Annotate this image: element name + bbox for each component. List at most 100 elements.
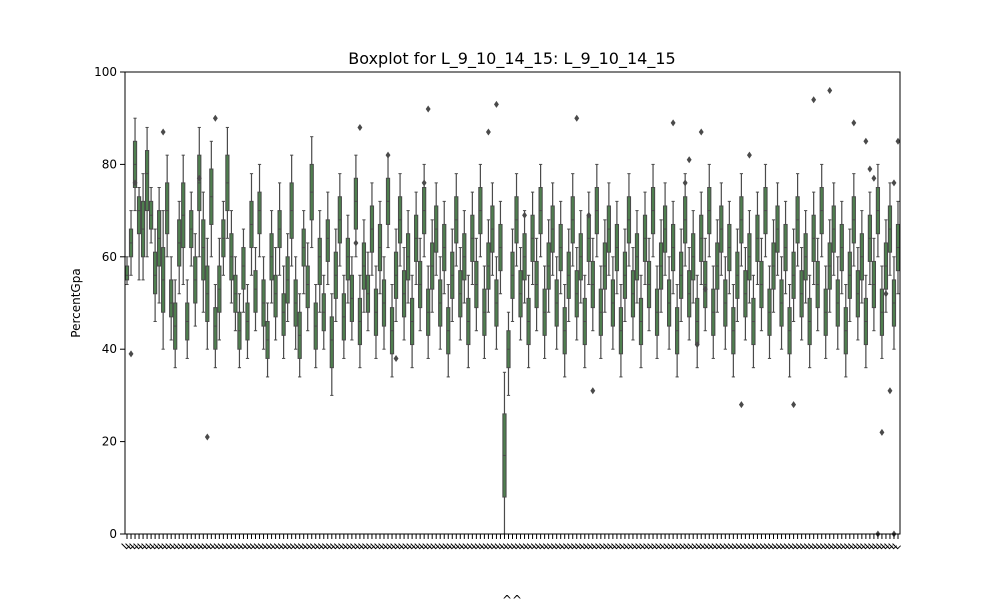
box-69 [401, 247, 407, 341]
box-118 [598, 265, 603, 359]
box-134 [662, 182, 668, 276]
box-59 [361, 219, 367, 313]
box-163 [779, 256, 784, 350]
box-117 [594, 163, 599, 258]
box-86 [470, 191, 475, 286]
outlier-point [883, 290, 889, 298]
box-5 [144, 126, 150, 258]
box-177 [835, 256, 840, 350]
box-140 [687, 247, 692, 341]
box-13 [177, 200, 182, 295]
box-46 [309, 136, 314, 249]
box-156 [751, 274, 756, 369]
box-4 [140, 173, 146, 281]
outlier-point [738, 401, 744, 409]
box-52 [333, 228, 338, 322]
box-148 [719, 182, 724, 276]
box-152 [735, 228, 740, 322]
box-139 [683, 173, 688, 267]
box-iqr [241, 247, 246, 290]
box-165 [787, 284, 792, 378]
box-73 [418, 237, 423, 332]
outlier-point [590, 387, 596, 395]
box-iqr [281, 293, 286, 336]
box-115 [586, 191, 591, 286]
box-17 [193, 233, 198, 327]
box-19 [201, 191, 206, 313]
box-39 [281, 265, 286, 359]
box-166 [791, 228, 796, 322]
outlier-point [827, 86, 833, 94]
box-51 [329, 293, 334, 396]
box-144 [703, 237, 708, 332]
box-143 [699, 191, 704, 286]
box-78 [438, 256, 443, 350]
outlier-point [682, 179, 688, 187]
box-161 [771, 219, 776, 313]
box-87 [474, 237, 479, 332]
box-185 [867, 191, 872, 286]
box-31 [249, 173, 254, 276]
box-184 [863, 274, 868, 369]
box-113 [578, 210, 583, 304]
box-68 [397, 173, 403, 267]
box-14 [181, 154, 186, 286]
box-170 [807, 274, 812, 369]
box-iqr [213, 307, 218, 350]
outlier-point [670, 119, 676, 127]
box-92 [494, 256, 499, 350]
box-120 [606, 182, 611, 276]
box-20 [205, 237, 210, 350]
box-95 [506, 311, 511, 396]
box-30 [245, 284, 250, 359]
box-102 [534, 237, 539, 332]
box-88 [478, 163, 483, 258]
box-11 [169, 256, 174, 341]
box-90 [486, 219, 491, 313]
box-32 [253, 247, 258, 332]
box-37 [273, 247, 278, 341]
box-122 [614, 200, 620, 295]
box-63 [377, 200, 383, 295]
box-3 [136, 187, 142, 281]
box-133 [658, 219, 664, 313]
box-iqr [329, 316, 334, 369]
box-159 [763, 163, 768, 258]
box-89 [482, 265, 487, 359]
box-190 [887, 182, 893, 276]
box-36 [269, 210, 274, 304]
box-iqr [144, 150, 150, 212]
box-15 [185, 279, 190, 359]
box-50 [325, 191, 330, 286]
outlier-point [851, 119, 857, 127]
box-67 [393, 228, 399, 322]
outlier-point [871, 174, 877, 182]
outlier-point [421, 179, 427, 187]
outlier-point [212, 114, 218, 122]
box-125 [626, 173, 632, 267]
box-81 [450, 228, 455, 322]
box-27 [233, 256, 238, 332]
box-iqr [257, 191, 262, 235]
box-103 [538, 163, 543, 258]
box-171 [811, 191, 816, 286]
box-iqr [153, 251, 158, 295]
box-96 [510, 228, 515, 322]
box-21 [209, 140, 214, 258]
box-154 [743, 247, 748, 341]
box-iqr [201, 219, 206, 281]
box-35 [265, 302, 270, 378]
box-119 [602, 219, 607, 313]
box-129 [642, 191, 648, 286]
box-iqr [253, 270, 258, 313]
box-186 [871, 237, 877, 332]
box-83 [458, 247, 463, 341]
box-43 [297, 293, 302, 378]
box-116 [590, 237, 595, 332]
box-98 [518, 247, 523, 341]
box-iqr [165, 182, 170, 235]
outlier-point [702, 285, 708, 293]
box-128 [638, 274, 644, 369]
box-24 [221, 200, 226, 276]
